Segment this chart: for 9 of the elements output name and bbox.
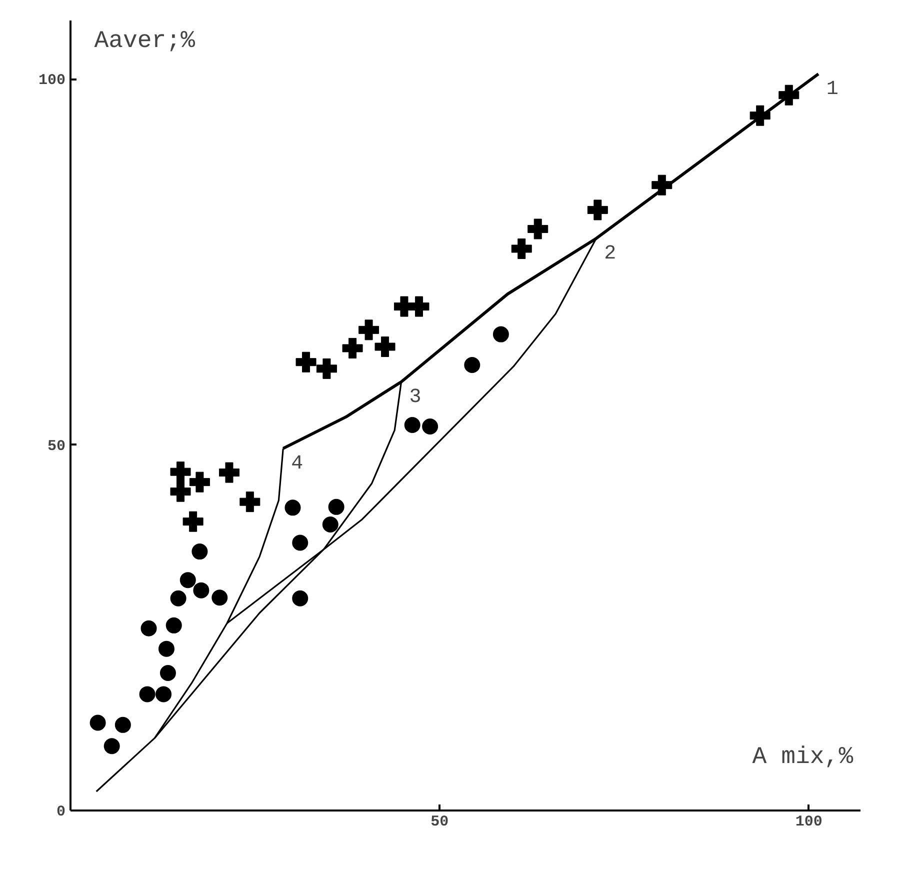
annotation: 1 [826, 78, 838, 101]
annotation: 3 [409, 386, 422, 409]
annotation: 2 [604, 242, 616, 266]
y-axis-title: Aaver;% [94, 28, 196, 55]
y-tick-label: 50 [47, 438, 66, 455]
y-tick-label: 0 [56, 804, 66, 820]
annotation: 4 [291, 452, 304, 476]
y-tick-label: 100 [38, 72, 66, 90]
x-axis-title: A mix,% [752, 744, 854, 771]
